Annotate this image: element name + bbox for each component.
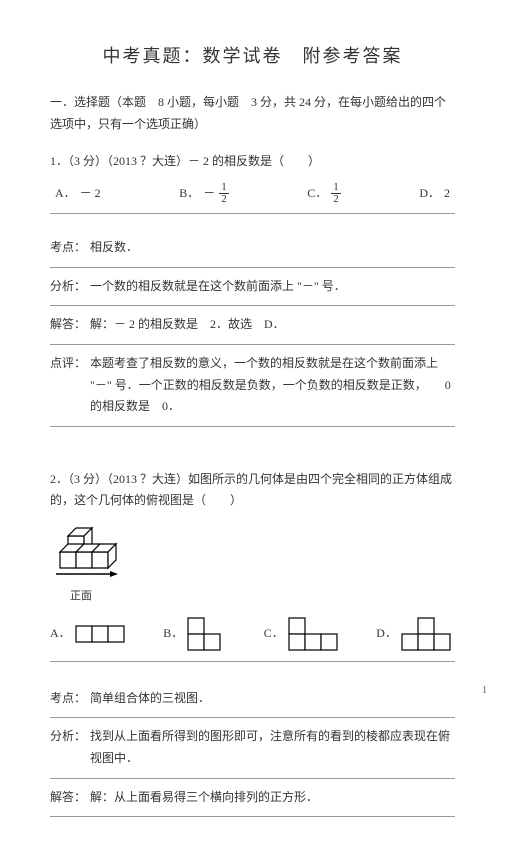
option-d-icon bbox=[401, 617, 455, 651]
sol-body: 解：－ 2 的相反数是 2．故选 D． bbox=[90, 314, 455, 336]
choice-label: A． bbox=[50, 623, 71, 645]
sol-body: 找到从上面看所得到的图形即可，注意所有的看到的棱都应表现在俯视图中． bbox=[90, 726, 455, 769]
cubes-icon bbox=[50, 522, 140, 587]
option-c-icon bbox=[288, 617, 342, 651]
section-heading: 一．选择题（本题 8 小题，每小题 3 分，共 24 分，在每小题给出的四个选项… bbox=[50, 92, 455, 135]
choice-label: B． bbox=[179, 183, 199, 205]
q2-choice-b: B． bbox=[163, 617, 229, 651]
sol-body: 本题考查了相反数的意义，一个数的相反数就是在这个数前面添上 "－" 号．一个正数… bbox=[90, 353, 455, 418]
q1-kaodian: 考点： 相反数． bbox=[50, 229, 455, 268]
sol-label: 分析： bbox=[50, 726, 90, 769]
q2-choice-a: A． bbox=[50, 623, 129, 645]
q1-choice-c: C． 1 2 bbox=[307, 182, 341, 205]
sol-label: 考点： bbox=[50, 237, 90, 259]
fraction: 1 2 bbox=[331, 182, 341, 205]
sol-label: 解答： bbox=[50, 787, 90, 809]
q2-choices: A． B． C． bbox=[50, 617, 455, 662]
q1-choices: A． － 2 B． － 1 2 C． 1 2 D． 2 bbox=[50, 182, 455, 214]
q2-kaodian: 考点： 简单组合体的三视图． bbox=[50, 680, 455, 719]
sol-label: 分析： bbox=[50, 276, 90, 298]
q1-choice-a: A． － 2 bbox=[55, 183, 101, 205]
sol-label: 考点： bbox=[50, 688, 90, 710]
q1-jieda: 解答： 解：－ 2 的相反数是 2．故选 D． bbox=[50, 306, 455, 345]
choice-value: － 2 bbox=[80, 183, 101, 205]
q1-dianping: 点评： 本题考查了相反数的意义，一个数的相反数就是在这个数前面添上 "－" 号．… bbox=[50, 345, 455, 427]
q2-fenxi: 分析： 找到从上面看所得到的图形即可，注意所有的看到的棱都应表现在俯视图中． bbox=[50, 718, 455, 778]
page-number: 1 bbox=[482, 682, 487, 700]
option-b-icon bbox=[187, 617, 229, 651]
sol-label: 点评： bbox=[50, 353, 90, 418]
q1-fenxi: 分析： 一个数的相反数就是在这个数前面添上 "－" 号． bbox=[50, 268, 455, 307]
choice-value: 2 bbox=[444, 183, 450, 205]
q2-figure: 正面 bbox=[50, 522, 455, 607]
choice-label: C． bbox=[264, 623, 284, 645]
q2-choice-d: D． bbox=[376, 617, 455, 651]
q2-choice-c: C． bbox=[264, 617, 342, 651]
sol-body: 一个数的相反数就是在这个数前面添上 "－" 号． bbox=[90, 276, 455, 298]
front-label: 正面 bbox=[70, 587, 455, 607]
sol-body: 解：从上面看易得三个横向排列的正方形． bbox=[90, 787, 455, 809]
choice-label: D． bbox=[376, 623, 397, 645]
option-a-icon bbox=[75, 625, 129, 643]
choice-label: A． bbox=[55, 183, 76, 205]
choice-label: C． bbox=[307, 183, 327, 205]
sol-body: 简单组合体的三视图． bbox=[90, 688, 455, 710]
sol-label: 解答： bbox=[50, 314, 90, 336]
q1-choice-b: B． － 1 2 bbox=[179, 182, 229, 205]
neg-sign: － bbox=[203, 183, 215, 205]
denominator: 2 bbox=[331, 194, 341, 205]
q2-stem: 2．（3 分）（2013 ？大连）如图所示的几何体是由四个完全相同的正方体组成的… bbox=[50, 469, 455, 512]
page-title: 中考真题：数学试卷 附参考答案 bbox=[50, 40, 455, 72]
denominator: 2 bbox=[219, 194, 229, 205]
q1-choice-d: D． 2 bbox=[419, 183, 450, 205]
q1-stem: 1．（3 分）（2013 ？大连）－ 2 的相反数是（ ） bbox=[50, 151, 455, 173]
choice-label: B． bbox=[163, 623, 183, 645]
choice-label: D． bbox=[419, 183, 440, 205]
sol-body: 相反数． bbox=[90, 237, 455, 259]
fraction: 1 2 bbox=[219, 182, 229, 205]
q2-jieda: 解答： 解：从上面看易得三个横向排列的正方形． bbox=[50, 779, 455, 818]
